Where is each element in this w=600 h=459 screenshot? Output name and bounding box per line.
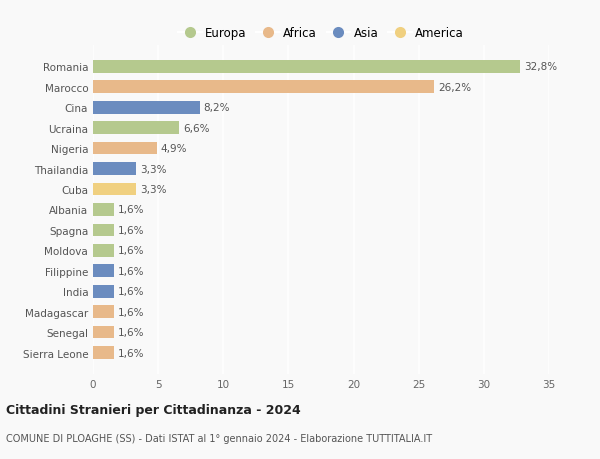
Text: 1,6%: 1,6% <box>118 225 144 235</box>
Bar <box>93 224 114 237</box>
Bar <box>93 81 434 94</box>
Text: 1,6%: 1,6% <box>118 348 144 358</box>
Text: 1,6%: 1,6% <box>118 205 144 215</box>
Bar <box>93 326 114 339</box>
Bar <box>93 347 114 359</box>
Text: 4,9%: 4,9% <box>161 144 187 154</box>
Text: 1,6%: 1,6% <box>118 307 144 317</box>
Text: 3,3%: 3,3% <box>140 185 166 195</box>
Text: 1,6%: 1,6% <box>118 286 144 297</box>
Text: 26,2%: 26,2% <box>438 83 472 93</box>
Text: 32,8%: 32,8% <box>524 62 557 72</box>
Bar <box>93 61 520 73</box>
Bar <box>93 265 114 278</box>
Bar <box>93 245 114 257</box>
Bar <box>93 306 114 319</box>
Text: 8,2%: 8,2% <box>204 103 230 113</box>
Bar <box>93 142 157 155</box>
Legend: Europa, Africa, Asia, America: Europa, Africa, Asia, America <box>173 22 469 45</box>
Text: Cittadini Stranieri per Cittadinanza - 2024: Cittadini Stranieri per Cittadinanza - 2… <box>6 403 301 416</box>
Text: 1,6%: 1,6% <box>118 266 144 276</box>
Bar <box>93 163 136 175</box>
Bar <box>93 204 114 216</box>
Text: 6,6%: 6,6% <box>183 123 209 134</box>
Text: 1,6%: 1,6% <box>118 246 144 256</box>
Text: 1,6%: 1,6% <box>118 327 144 337</box>
Text: COMUNE DI PLOAGHE (SS) - Dati ISTAT al 1° gennaio 2024 - Elaborazione TUTTITALIA: COMUNE DI PLOAGHE (SS) - Dati ISTAT al 1… <box>6 433 432 442</box>
Bar <box>93 285 114 298</box>
Bar <box>93 122 179 134</box>
Bar <box>93 101 200 114</box>
Text: 3,3%: 3,3% <box>140 164 166 174</box>
Bar <box>93 183 136 196</box>
